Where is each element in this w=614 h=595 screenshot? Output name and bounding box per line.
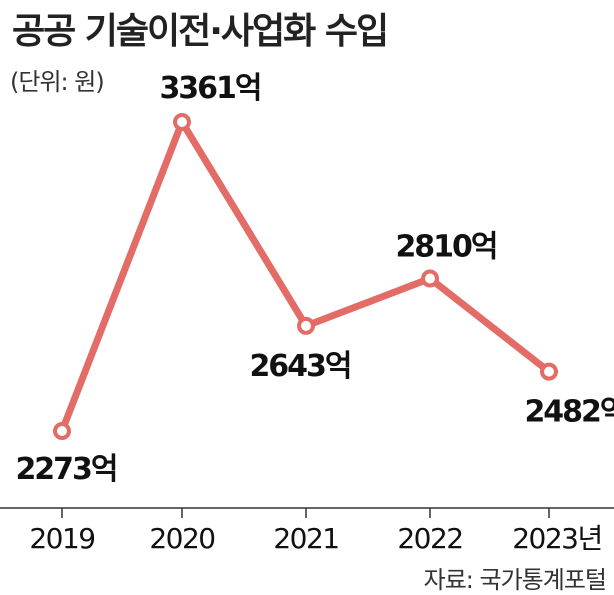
data-label-4: 2482억 xyxy=(524,395,614,430)
data-labels: 2273억 3361억 2643억 2810억 2482억 xyxy=(15,71,614,487)
data-marker-3 xyxy=(421,269,439,288)
series-line xyxy=(58,118,553,435)
x-axis-ticks xyxy=(61,508,550,518)
x-tick-label-4: 2023년 xyxy=(512,522,602,555)
data-markers xyxy=(53,113,558,440)
unit-label: (단위: 원) xyxy=(10,68,105,96)
x-axis-tick-labels: 2019 2020 2021 2022 2023년 xyxy=(29,522,603,555)
data-label-3: 2810억 xyxy=(395,230,496,265)
data-marker-2 xyxy=(297,316,315,335)
x-tick-label-2: 2021 xyxy=(273,522,338,555)
data-label-1: 3361억 xyxy=(159,71,260,106)
x-tick-label-3: 2022 xyxy=(397,522,462,555)
data-label-0: 2273억 xyxy=(15,452,116,487)
data-label-2: 2643억 xyxy=(249,349,350,384)
source-note: 자료: 국가통계포털 xyxy=(423,566,607,594)
data-marker-0 xyxy=(53,422,71,440)
x-tick-label-1: 2020 xyxy=(149,522,214,555)
x-tick-label-0: 2019 xyxy=(29,522,94,555)
data-marker-4 xyxy=(540,362,558,381)
data-marker-1 xyxy=(173,113,191,131)
chart-title: 공공 기술이전·사업화 수입 xyxy=(12,11,389,52)
